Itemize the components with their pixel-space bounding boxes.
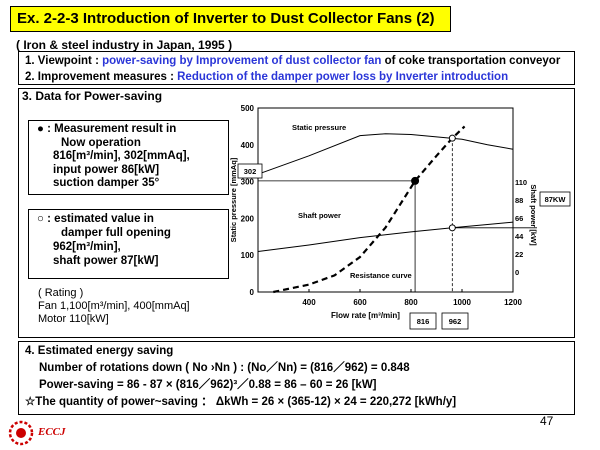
estimated-line-0: ○ : estimated value in <box>37 212 228 226</box>
y2-tick-label: 66 <box>515 214 523 223</box>
y-tick-label: 300 <box>241 178 255 187</box>
viewpoint-text: power-saving by Improvement of dust coll… <box>102 55 382 67</box>
rating-motor: Motor 110[kW] <box>38 313 109 325</box>
y-axis-label: Static pressure [mmAq] <box>229 157 238 242</box>
data-section-box <box>18 88 575 338</box>
y2-tick-label: 88 <box>515 196 523 205</box>
resistance-curve-label: Resistance curve <box>350 271 412 280</box>
estimated-text-1: damper full opening <box>61 227 171 239</box>
y-tick-label: 500 <box>241 104 255 113</box>
measured-line-0: ● : Measurement result in <box>37 123 228 137</box>
y2-tick-label: 22 <box>515 250 523 259</box>
measured-text-3: input power 86[kW] <box>53 163 160 176</box>
power87-label: 87KW <box>545 195 567 204</box>
measured-note: ● : Measurement result in Now operation … <box>28 120 229 195</box>
viewpoint-box: 1. Viewpoint : power-saving by Improveme… <box>18 51 575 85</box>
x-tick-label: 600 <box>353 298 367 307</box>
y2-tick-label: 110 <box>515 178 527 187</box>
x962-box <box>441 312 469 330</box>
improvement-text: Reduction of the damper power loss by In… <box>177 70 509 83</box>
measured-text-0: : Measurement result in <box>47 123 177 135</box>
estimate-quantity: ☆The quantity of power~saving ： ΔkWh = 2… <box>25 396 457 408</box>
x816-label: 816 <box>417 317 430 326</box>
estimated-text-3: shaft power 87[kW] <box>53 255 159 267</box>
rating-block: ( Rating ) Fan 1,100[m³/min], 400[mmAq] … <box>38 287 190 326</box>
eccj-logo-icon <box>8 420 34 446</box>
power87-box <box>539 191 571 207</box>
rating-fan: Fan 1,100[m³/min], 400[mmAq] <box>38 300 190 312</box>
estimate-power-saving: Power-saving = 86 - 87 × (816／962)³／0.88… <box>39 379 377 391</box>
improvement-line: 2. Improvement measures : Reduction of t… <box>25 70 574 85</box>
y2-axis-label: Shaft power [kW] <box>529 184 538 246</box>
measured-text-1: Now operation <box>61 136 141 149</box>
viewpoint-label: 1. Viewpoint : <box>25 55 99 67</box>
estimate-title: 4. Estimated energy saving <box>25 345 174 357</box>
y-tick-label: 200 <box>241 214 255 223</box>
measured-point <box>411 176 420 185</box>
estimated-text-0: : estimated value in <box>47 213 154 225</box>
page-number: 47 <box>540 414 554 428</box>
x-tick-label: 400 <box>302 298 316 307</box>
filled-dot-icon: ● <box>37 123 44 135</box>
y-tick-label: 0 <box>250 288 255 297</box>
x-axis-label: Flow rate [m³/min] <box>331 311 400 320</box>
hollow-dot-icon: ○ <box>37 213 44 225</box>
series-line-resistance-curve <box>273 125 466 294</box>
y-tick-label: 400 <box>241 141 255 150</box>
y2-tick-label: 0 <box>515 268 519 277</box>
x816-box <box>409 312 437 330</box>
viewpoint-suffix: of coke transportation conveyor <box>384 55 561 67</box>
y2-tick-label: 44 <box>515 232 524 241</box>
x962-label: 962 <box>449 317 462 326</box>
estimate-rotations: Number of rotations down ( No ›Nn ) : (N… <box>39 362 410 374</box>
estimated-text-2: 962[m³/min], <box>53 241 121 253</box>
logo-text: ECCJ <box>38 426 66 438</box>
y302-box <box>237 163 263 179</box>
page-title: Ex. 2-2-3 Introduction of Inverter to Du… <box>10 6 451 32</box>
estimate-box: 4. Estimated energy saving Number of rot… <box>18 341 575 415</box>
estimated-power-point <box>448 224 456 232</box>
y-tick-label: 100 <box>241 251 255 260</box>
plot-frame <box>257 107 514 293</box>
estimated-pressure-point <box>448 134 456 142</box>
measured-text-4: suction damper 35° <box>53 177 160 189</box>
series-line-shaft-power <box>257 221 514 252</box>
series-line-static-pressure <box>257 133 514 175</box>
viewpoint-line: 1. Viewpoint : power-saving by Improveme… <box>25 54 574 70</box>
x-tick-label: 800 <box>404 298 418 307</box>
improvement-label: 2. Improvement measures : <box>25 70 174 83</box>
x-tick-label: 1000 <box>453 298 471 307</box>
estimated-note: ○ : estimated value in damper full openi… <box>28 209 229 279</box>
static-pressure-label: Static pressure <box>292 123 346 132</box>
shaft-power-label: Shaft power <box>298 211 341 220</box>
rating-heading: ( Rating ) <box>38 287 84 299</box>
context-line: ( Iron & steel industry in Japan, 1995 ) <box>16 38 233 52</box>
section3-title: 3. Data for Power-saving <box>22 89 163 103</box>
y302-label: 302 <box>244 167 257 176</box>
x-tick-label: 1200 <box>504 298 522 307</box>
measured-text-2: 816[m³/min], 302[mmAq], <box>53 150 190 162</box>
